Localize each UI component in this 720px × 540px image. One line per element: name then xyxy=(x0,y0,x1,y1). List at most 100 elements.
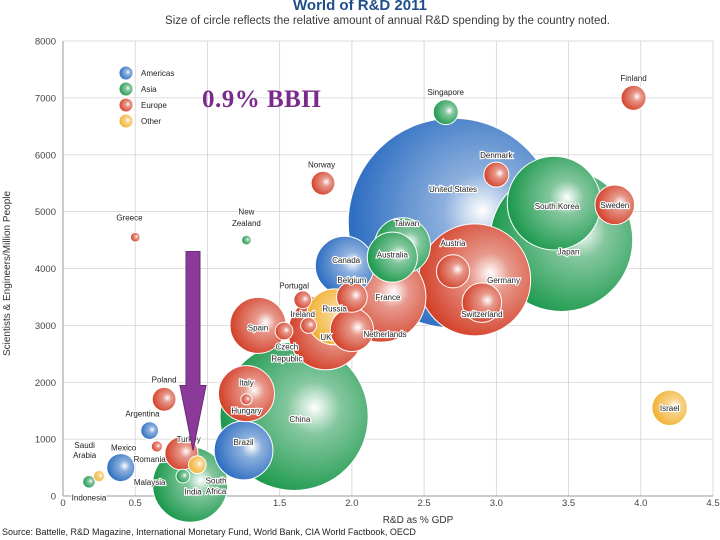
label-united-states: United States xyxy=(429,185,477,194)
label-taiwan: Taiwan xyxy=(394,219,419,228)
x-axis-label: R&D as % GDP xyxy=(383,515,454,526)
bubble-ireland xyxy=(300,316,317,334)
label-netherlands: Netherlands xyxy=(364,330,407,339)
label-arabia: Arabia xyxy=(73,451,97,460)
bubble-finland xyxy=(620,84,647,111)
label-italy: Italy xyxy=(239,378,254,387)
y-tick-label: 4000 xyxy=(35,264,56,275)
bubble-denmark xyxy=(483,161,510,188)
label-romania: Romania xyxy=(134,455,167,464)
bubble-hungary xyxy=(240,393,253,406)
bubble-czech-republic xyxy=(274,321,294,341)
bubble-saudi-arabia xyxy=(93,469,106,483)
label-new: New xyxy=(238,208,254,217)
label-hungary: Hungary xyxy=(231,407,261,416)
label-sweden: Sweden xyxy=(600,201,629,210)
label-argentina: Argentina xyxy=(125,410,160,419)
gdp-annotation: 0.9% ВВП xyxy=(202,86,322,113)
bubble-norway xyxy=(310,170,336,196)
label-france: France xyxy=(376,293,401,302)
label-republic: Republic xyxy=(271,354,302,363)
bubble-australia xyxy=(366,231,418,283)
label-finland: Finland xyxy=(620,74,646,83)
y-axis-label: Scientists & Engineers/Million People xyxy=(2,191,13,357)
y-tick-label: 3000 xyxy=(35,321,56,332)
y-tick-label: 1000 xyxy=(35,435,56,446)
legend-label-asia: Asia xyxy=(141,85,157,94)
x-tick-label: 2.5 xyxy=(418,498,431,509)
label-china: China xyxy=(289,415,310,424)
legend-swatch-asia xyxy=(118,81,134,97)
x-tick-label: 4.0 xyxy=(634,498,647,509)
y-tick-label: 5000 xyxy=(35,207,56,218)
bubble-south-africa xyxy=(187,455,207,475)
bubble-malaysia xyxy=(175,468,191,484)
legend-label-other: Other xyxy=(141,117,161,126)
bubble-israel xyxy=(651,389,688,427)
x-tick-label: 0 xyxy=(60,498,65,509)
label-poland: Poland xyxy=(152,375,177,384)
label-india: India xyxy=(184,487,202,496)
bubble-belgium xyxy=(336,281,368,313)
label-norway: Norway xyxy=(308,160,335,169)
bubble-switzerland xyxy=(461,282,503,323)
x-tick-label: 2.0 xyxy=(345,498,358,509)
label-denmark: Denmark xyxy=(480,151,513,160)
label-uk: UK xyxy=(320,333,332,342)
label-israel: Israel xyxy=(660,404,680,413)
y-tick-label: 8000 xyxy=(35,37,56,48)
legend-label-europe: Europe xyxy=(141,101,167,110)
label-indonesia: Indonesia xyxy=(72,494,107,503)
label-spain: Spain xyxy=(248,324,268,333)
label-brazil: Brazil xyxy=(234,438,254,447)
chart-subtitle: Size of circle reflects the relative amo… xyxy=(165,15,610,27)
label-zealand: Zealand xyxy=(232,219,261,228)
bubble-romania xyxy=(150,440,163,453)
bubble-sweden xyxy=(594,184,636,226)
label-belgium: Belgium xyxy=(337,276,366,285)
x-tick-label: 4.5 xyxy=(706,498,719,509)
y-tick-label: 2000 xyxy=(35,378,56,389)
label-ireland: Ireland xyxy=(291,310,315,319)
y-tick-label: 0 xyxy=(51,492,56,503)
x-tick-label: 3.0 xyxy=(490,498,503,509)
x-tick-label: 3.5 xyxy=(562,498,575,509)
legend-swatch-americas xyxy=(118,65,134,81)
bubble-mexico xyxy=(106,453,136,483)
legend-swatch-europe xyxy=(118,97,134,113)
x-tick-label: 0.5 xyxy=(129,498,142,509)
legend-label-americas: Americas xyxy=(141,69,174,78)
label-austria: Austria xyxy=(441,239,466,248)
label-russia: Russia xyxy=(322,304,347,313)
label-australia: Australia xyxy=(377,250,409,259)
chart-source: Source: Battelle, R&D Magazine, Internat… xyxy=(2,527,416,537)
label-south-korea: South Korea xyxy=(535,202,580,211)
chart-title: World of R&D 2011 xyxy=(293,0,427,14)
x-tick-label: 1.5 xyxy=(273,498,286,509)
down-arrow-icon xyxy=(179,250,207,451)
label-japan: Japan xyxy=(558,247,580,256)
label-africa: Africa xyxy=(206,487,227,496)
bubble-new-zealand xyxy=(241,234,252,246)
label-malaysia: Malaysia xyxy=(134,478,166,487)
bubble-poland xyxy=(151,386,177,412)
label-germany: Germany xyxy=(487,276,520,285)
bubble-argentina xyxy=(140,421,160,440)
label-singapore: Singapore xyxy=(428,88,465,97)
label-portugal: Portugal xyxy=(279,282,309,291)
bubble-indonesia xyxy=(82,475,96,489)
y-tick-label: 7000 xyxy=(35,93,56,104)
legend-swatch-other xyxy=(118,113,134,129)
y-tick-label: 6000 xyxy=(35,150,56,161)
label-greece: Greece xyxy=(116,213,143,222)
bubble-singapore xyxy=(432,99,459,126)
label-saudi: Saudi xyxy=(74,441,95,450)
bubble-greece xyxy=(129,231,141,243)
label-switzerland: Switzerland xyxy=(461,310,502,319)
bubble-brazil xyxy=(213,420,274,481)
bubble-austria xyxy=(435,254,471,289)
bubble-portugal xyxy=(293,290,313,310)
label-south: South xyxy=(206,477,227,486)
label-canada: Canada xyxy=(332,256,361,265)
